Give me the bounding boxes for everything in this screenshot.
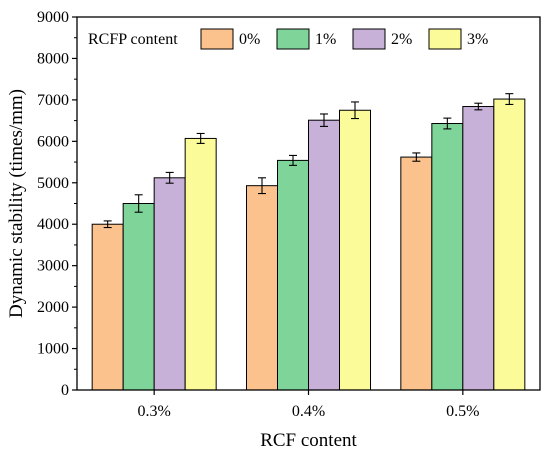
y-tick-label-4: 4000: [37, 216, 69, 233]
legend-label-1%: 1%: [315, 31, 336, 48]
bar-0.5%-0%: [400, 156, 433, 391]
y-axis-title: Dynamic stability (times/mm): [6, 89, 27, 318]
y-tick-label-8: 8000: [37, 50, 69, 67]
bar-0.5%-3%: [493, 98, 526, 391]
bar-0.5%-2%: [462, 106, 495, 391]
bar-0.3%-0%: [91, 223, 124, 391]
legend: RCFP content 0% 1% 2% 3%: [88, 28, 488, 50]
legend-swatch-0%: [200, 28, 234, 50]
legend-swatch-1%: [276, 28, 310, 50]
bar-0.4%-1%: [277, 159, 309, 391]
y-axis: 0 1000 2000 3000 4000 5000 6000 7000 8000 9000: [37, 9, 77, 399]
legend-label-0%: 0%: [239, 31, 260, 48]
bar-0.5%-1%: [431, 123, 464, 391]
bars-layer: [91, 98, 526, 391]
x-axis-title: RCF content: [260, 430, 357, 451]
y-tick-label-6: 6000: [37, 133, 69, 150]
legend-label-3%: 3%: [467, 31, 488, 48]
legend-swatch-2%: [352, 28, 386, 50]
x-tick-label-2: 0.5%: [446, 403, 479, 420]
error-bars-layer: [103, 93, 514, 229]
legend-swatch-3%: [428, 28, 462, 50]
y-tick-label-2: 2000: [37, 299, 69, 316]
y-tick-label-9: 9000: [37, 9, 69, 26]
y-tick-label-5: 5000: [37, 175, 69, 192]
legend-label-2%: 2%: [391, 31, 412, 48]
x-tick-label-0: 0.3%: [138, 403, 171, 420]
y-tick-label-0: 0: [61, 382, 69, 399]
x-tick-label-1: 0.4%: [292, 403, 325, 420]
y-tick-label-1: 1000: [37, 341, 69, 358]
bar-0.3%-3%: [184, 137, 217, 391]
legend-title: RCFP content: [88, 31, 178, 48]
x-axis: 0.3% 0.4% 0.5%: [138, 390, 479, 420]
bar-0.4%-2%: [308, 119, 340, 391]
y-tick-label-7: 7000: [37, 92, 69, 109]
y-tick-label-3: 3000: [37, 258, 69, 275]
bar-0.4%-3%: [339, 109, 371, 391]
bar-0.4%-0%: [246, 185, 278, 391]
bar-0.3%-1%: [122, 203, 155, 391]
bar-0.3%-2%: [153, 177, 186, 391]
